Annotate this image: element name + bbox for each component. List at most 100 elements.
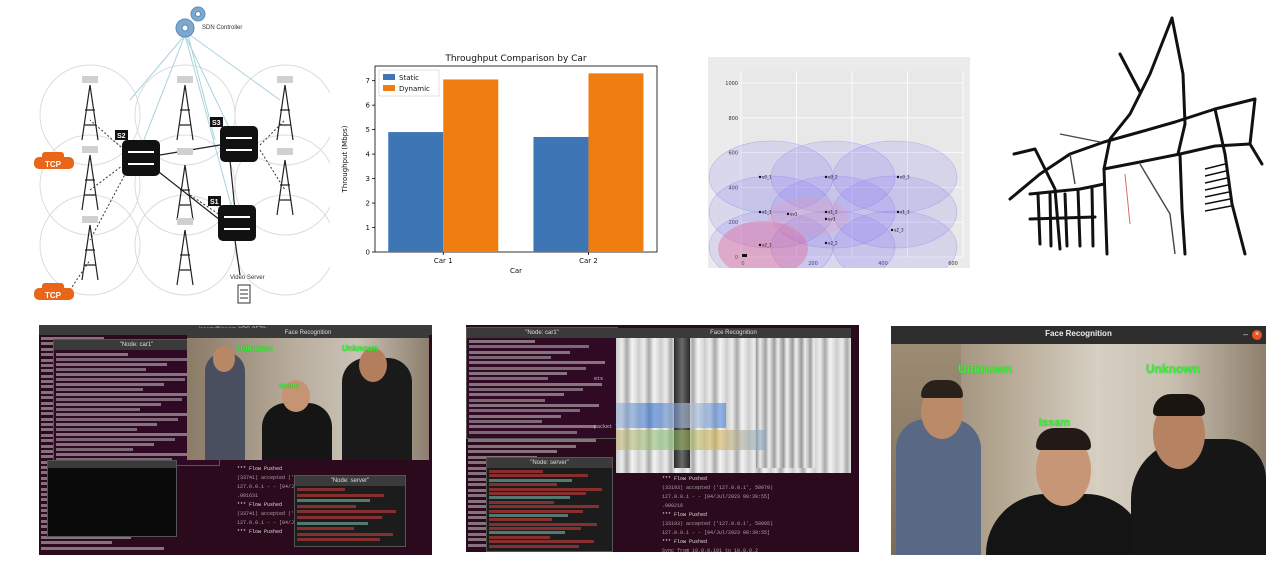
terminal-text-line xyxy=(56,398,182,401)
terminal-text-line xyxy=(469,361,605,365)
server-icon xyxy=(237,284,251,304)
node-server-window: "Node: server" xyxy=(486,457,613,552)
terminal-text-line xyxy=(297,488,345,491)
terminal-text-line xyxy=(468,450,557,453)
throughput-chart: Throughput Comparison by Car 0 1 2 3 4 5 6 7 Thro… xyxy=(335,48,670,280)
node-point xyxy=(758,210,762,214)
terminal-text-line xyxy=(56,363,168,366)
bar-static-2 xyxy=(533,136,589,252)
close-button[interactable]: × xyxy=(1252,330,1262,340)
terminal-text-line xyxy=(489,496,571,500)
terminal-text-line xyxy=(56,443,155,446)
terminal-text-line xyxy=(41,535,131,539)
terminal-text-line xyxy=(489,509,584,513)
node-point xyxy=(890,228,894,232)
y-tick-label: 400 xyxy=(728,185,738,191)
terminal-text-line xyxy=(469,398,545,402)
terminal-text-line xyxy=(297,521,369,525)
terminal-text-line xyxy=(469,393,564,397)
face-label-unknown-1: Unknown xyxy=(958,362,1012,376)
terminal-text-line xyxy=(489,505,600,509)
terminal-text-line xyxy=(489,535,550,539)
terminal-text-line xyxy=(469,377,548,381)
terminal-text-line xyxy=(489,527,581,531)
node-label: e2_3 xyxy=(894,228,904,233)
node-label: e1_1 xyxy=(762,210,772,215)
video-frame: Unknown Unknown Issam xyxy=(891,344,1266,555)
terminal-text-line xyxy=(56,393,203,396)
face-label-issam: Issam xyxy=(279,383,299,390)
road-map-svg xyxy=(1008,16,1264,256)
terminal-text-line xyxy=(56,458,172,461)
x-tick-label: 0 xyxy=(741,261,744,267)
terminal-text-line xyxy=(297,510,396,514)
terminal-text-line xyxy=(469,340,535,343)
car-icon xyxy=(34,152,74,300)
minimize-button[interactable]: – xyxy=(1242,329,1248,339)
terminal-text-line xyxy=(489,522,597,526)
node-point xyxy=(824,210,828,214)
node-label: ev1 xyxy=(790,212,798,217)
bar-static-1 xyxy=(388,132,444,252)
terminal-text-line xyxy=(468,439,596,442)
node-point xyxy=(824,175,828,179)
terminal-text-line xyxy=(469,345,589,349)
svg-text:TCP: TCP xyxy=(45,291,62,300)
face-label-issam: Issam xyxy=(1039,417,1071,429)
node-point xyxy=(786,212,790,216)
face-label-unknown-2: Unknown xyxy=(1146,362,1200,376)
terminal-text-line xyxy=(297,516,382,519)
face-recognition-title: Face Recognition xyxy=(616,328,851,338)
car-marker xyxy=(742,254,747,257)
terminal-text-line xyxy=(56,423,158,426)
node-server-title: "Node: server" xyxy=(487,458,612,468)
terminal-text-line xyxy=(56,373,206,376)
y-tick-label: 1000 xyxy=(725,81,738,87)
node-car1-title: "Node: car1" xyxy=(54,340,219,350)
node-point xyxy=(758,175,762,179)
node-label: e1_2 xyxy=(828,210,838,215)
terminal-text-line xyxy=(56,438,176,441)
y-tick-label: 1 xyxy=(366,224,370,232)
terminal-text-line xyxy=(56,353,129,356)
node-point xyxy=(896,175,900,179)
terminal-text-line xyxy=(297,499,371,503)
node-point xyxy=(824,241,828,245)
terminal-text-line xyxy=(489,483,557,487)
y-tick-label: 600 xyxy=(728,151,738,157)
coverage-plot: 1000 800 600 400 200 0 0 200 400 600 e0_1 e0_2 e0_3 e… xyxy=(708,57,970,268)
person-middle xyxy=(262,403,332,460)
y-tick-label: 3 xyxy=(366,175,370,183)
legend-swatch xyxy=(383,85,395,91)
coverage-ellipse-highlight xyxy=(768,197,848,237)
network-diagram-svg: S2 S3 S1 TCP TCP xyxy=(34,6,330,304)
legend-swatch xyxy=(383,74,395,80)
flow-text-area: *** Flow Pushed (33193) accepted ('127.0… xyxy=(662,476,774,552)
terminal-text-line xyxy=(469,430,578,434)
person-right xyxy=(1131,439,1266,555)
switch-icon xyxy=(115,117,258,241)
legend-label: Dynamic xyxy=(399,85,430,93)
terminal-text-line xyxy=(469,409,580,413)
node-label: e0_2 xyxy=(828,175,838,180)
bar-dynamic-1 xyxy=(443,79,499,252)
terminal-text-line xyxy=(297,504,357,508)
node-point xyxy=(824,217,828,221)
terminal-text-line xyxy=(489,531,566,535)
terminal-text-line xyxy=(56,418,179,421)
terminal-text-line xyxy=(297,493,384,497)
terminal-text-line xyxy=(297,532,394,536)
y-tick-label: 2 xyxy=(366,200,370,208)
terminal-text-line xyxy=(468,444,576,448)
y-tick-label: 0 xyxy=(735,255,738,261)
y-tick-label: 5 xyxy=(366,126,370,134)
bar-chart-svg: Throughput Comparison by Car 0 1 2 3 4 5 6 7 Thro… xyxy=(341,54,658,275)
terminal-text-line xyxy=(297,527,355,531)
terminal-text-line xyxy=(56,358,189,361)
switch-label-s2: S2 xyxy=(117,133,126,140)
terminal-text-line xyxy=(56,378,185,381)
switch-label-s3: S3 xyxy=(212,120,221,127)
person-left xyxy=(896,419,981,555)
y-tick-label: 0 xyxy=(366,249,370,257)
x-tick-label: 200 xyxy=(808,261,818,267)
